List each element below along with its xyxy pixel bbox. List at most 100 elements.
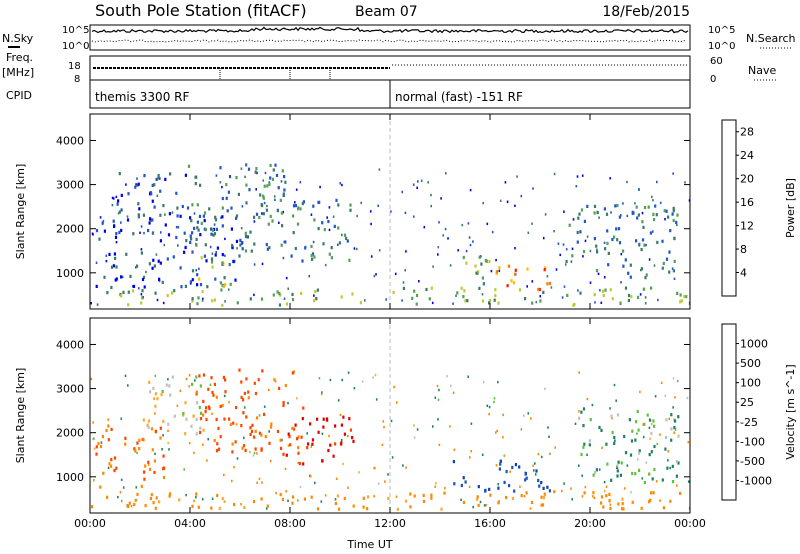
region-2-cell	[137, 182, 140, 186]
region-1-cell	[150, 427, 154, 431]
region-7-cell	[477, 270, 480, 274]
region-0-cell	[210, 506, 213, 510]
region-6-cell	[464, 480, 467, 484]
speckle-cell	[657, 298, 659, 302]
speckle-cell	[465, 249, 468, 253]
speckle-cell	[502, 413, 504, 417]
region-6-cell	[456, 291, 459, 295]
region-8-cell	[495, 271, 498, 275]
speckle-cell	[364, 299, 366, 302]
region-2-cell	[196, 401, 199, 405]
region-0-cell	[362, 496, 365, 500]
region-4-cell	[321, 459, 324, 463]
region-5-cell	[543, 492, 546, 496]
speckle-cell	[309, 475, 312, 478]
speckle-cell	[432, 425, 434, 428]
region-1-cell	[239, 238, 242, 242]
region-2-cell	[127, 192, 130, 196]
region-1-cell	[189, 216, 192, 220]
region-3-cell	[283, 188, 286, 192]
region-3-cell	[216, 449, 219, 453]
region-5-cell	[210, 260, 214, 264]
region-5-cell	[200, 256, 203, 260]
region-3-cell	[272, 168, 275, 172]
speckle-cell	[211, 412, 213, 415]
region-3-cell	[191, 203, 194, 207]
region-3-cell	[263, 184, 266, 188]
region-3-cell	[241, 241, 244, 245]
region-10-cell	[636, 216, 639, 220]
region-0-cell	[90, 505, 94, 509]
region-7-cell	[594, 470, 597, 475]
region-3-cell	[202, 399, 205, 403]
region-0-cell	[300, 291, 303, 295]
freq-tick-bottom: 8	[74, 74, 80, 85]
region-3-cell	[216, 442, 219, 446]
speckle-cell	[576, 175, 579, 178]
region-0-cell	[152, 501, 155, 505]
speckle-cell	[687, 480, 690, 483]
region-7-cell	[629, 453, 633, 457]
region-7-cell	[677, 434, 680, 438]
region-2-cell	[175, 191, 178, 195]
region-5-cell	[600, 501, 603, 505]
region-0-cell	[213, 298, 216, 302]
speckle-cell	[154, 412, 156, 415]
region-3-cell	[243, 391, 246, 395]
region-1-cell	[152, 258, 155, 262]
region-4-cell	[301, 259, 304, 263]
region-10-cell	[640, 267, 644, 271]
region-4-cell	[282, 452, 285, 456]
region-6-cell	[650, 286, 653, 290]
region-6-cell	[453, 482, 456, 486]
region-1-cell	[120, 228, 123, 232]
speckle-cell	[550, 286, 553, 289]
region-2-cell	[168, 384, 171, 388]
region-0-cell	[195, 492, 198, 496]
region-10-cell	[641, 238, 645, 242]
region-0-cell	[340, 295, 343, 299]
region-5-cell	[631, 500, 634, 504]
region-2-cell	[161, 389, 164, 394]
region-2-cell	[159, 189, 162, 193]
region-5-cell	[413, 494, 416, 498]
region-1-cell	[141, 277, 145, 282]
speckle-cell	[140, 248, 143, 251]
region-1-cell	[108, 462, 111, 466]
speckle-cell	[659, 499, 661, 502]
region-3-cell	[260, 433, 263, 437]
region-4-cell	[342, 415, 345, 419]
speckle-cell	[347, 486, 349, 489]
region-4-cell	[340, 423, 343, 427]
region-0-cell	[168, 494, 171, 498]
region-3-cell	[281, 169, 284, 173]
region-1-cell	[103, 229, 106, 233]
speckle-cell	[130, 504, 133, 508]
region-2-cell	[142, 418, 145, 422]
region-3-cell	[235, 214, 239, 218]
region-8-cell	[526, 267, 529, 271]
region-3-cell	[268, 182, 271, 186]
region-3-cell	[204, 406, 208, 410]
region-10-cell	[622, 249, 625, 253]
region-6-cell	[493, 298, 496, 302]
speckle-cell	[164, 213, 166, 216]
speckle-cell	[341, 183, 343, 187]
region-1-cell	[180, 285, 183, 289]
speckle-cell	[321, 432, 324, 435]
region-6-cell	[478, 286, 481, 290]
speckle-cell	[198, 267, 200, 271]
region-7-cell	[634, 438, 637, 442]
region-2-cell	[184, 173, 187, 177]
speckle-cell	[310, 445, 313, 448]
speckle-cell	[649, 437, 651, 440]
region-1-cell	[95, 284, 98, 288]
speckle-cell	[640, 268, 642, 272]
speckle-cell	[296, 397, 298, 400]
region-3-cell	[199, 417, 203, 421]
region-4-cell	[300, 435, 303, 439]
region-1-cell	[102, 471, 105, 475]
region-0-cell	[106, 291, 109, 295]
region-0-cell	[191, 504, 194, 508]
region-7-cell	[613, 441, 616, 445]
